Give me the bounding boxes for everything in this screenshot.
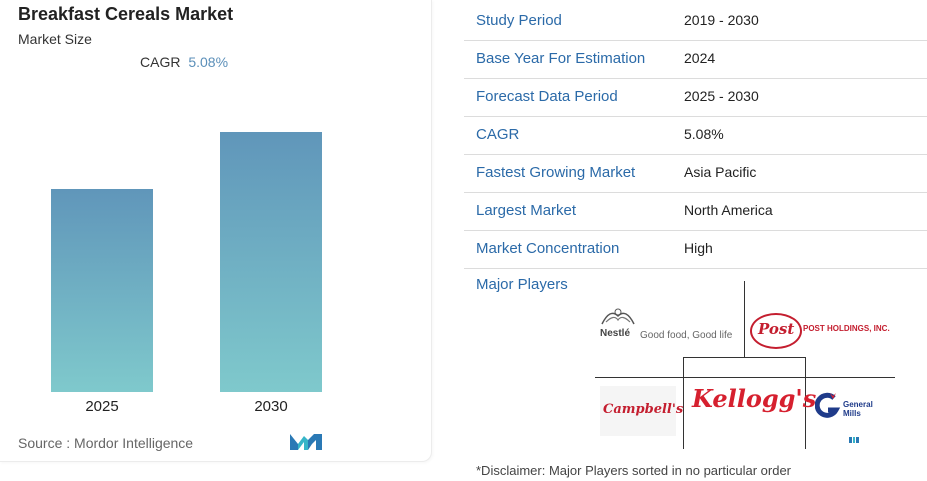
bar-2030 [220, 132, 322, 392]
table-row: Forecast Data Period 2025 - 2030 [464, 79, 927, 117]
bar-2025 [51, 189, 153, 392]
table-row: Largest Market North America [464, 193, 927, 231]
row-key: Study Period [476, 12, 562, 29]
mordor-intelligence-logo-icon [290, 434, 322, 450]
nestle-nest-icon [601, 308, 635, 325]
row-value: 5.08% [684, 126, 724, 142]
kelloggs-logo: Kellogg's [688, 380, 816, 420]
nestle-logo: Nestlé Good food, Good life [598, 304, 738, 344]
general-mills-logo: General Mills [815, 392, 895, 444]
chart-subtitle: Market Size [18, 31, 92, 47]
campbells-logo: Campbell's [600, 386, 683, 436]
row-key: Largest Market [476, 202, 577, 219]
divider [744, 281, 745, 357]
row-key: Market Concentration [476, 240, 620, 257]
kelloggs-script: Kellogg's [692, 384, 817, 413]
table-row: Base Year For Estimation 2024 [464, 41, 927, 79]
nestle-wordmark: Nestlé [600, 328, 631, 339]
cagr-label: CAGR 5.08% [140, 54, 228, 70]
post-script: Post [758, 320, 795, 338]
divider [683, 357, 684, 449]
cagr-value: 5.08% [188, 54, 229, 70]
table-row: CAGR 5.08% [464, 117, 927, 155]
disclaimer-text: *Disclaimer: Major Players sorted in no … [476, 463, 792, 478]
row-value: High [684, 240, 713, 256]
row-value: North America [684, 202, 773, 218]
row-value: 2019 - 2030 [684, 12, 759, 28]
divider [805, 357, 806, 449]
campbells-script: Campbell's [603, 402, 684, 417]
row-value: Asia Pacific [684, 164, 757, 180]
source-text: Source : Mordor Intelligence [18, 435, 194, 451]
market-summary-table: Study Period 2019 - 2030 Base Year For E… [464, 3, 927, 269]
major-players-heading: Major Players [476, 276, 568, 293]
nestle-tagline: Good food, Good life [640, 330, 733, 341]
row-key: CAGR [476, 126, 520, 143]
chart-title: Breakfast Cereals Market [18, 4, 234, 24]
row-value: 2024 [684, 50, 716, 66]
post-holdings-wordmark: POST HOLDINGS, INC. [803, 324, 890, 333]
general-mills-wordmark: General Mills [843, 400, 873, 418]
row-key: Forecast Data Period [476, 88, 618, 105]
divider [595, 377, 895, 378]
row-key: Base Year For Estimation [476, 50, 646, 67]
table-row: Fastest Growing Market Asia Pacific [464, 155, 927, 193]
row-value: 2025 - 2030 [684, 88, 759, 104]
divider [683, 357, 805, 358]
x-tick-label: 2030 [254, 398, 288, 415]
mini-logo-icon [849, 437, 859, 443]
row-key: Fastest Growing Market [476, 164, 636, 181]
cagr-label-text: CAGR [140, 54, 181, 70]
post-emblem-icon: Post [750, 313, 802, 349]
table-row: Market Concentration High [464, 231, 927, 269]
general-mills-g-icon [815, 392, 841, 418]
table-row: Study Period 2019 - 2030 [464, 3, 927, 41]
post-holdings-logo: Post POST HOLDINGS, INC. [750, 313, 895, 349]
market-size-card: Breakfast Cereals Market Market Size CAG… [0, 0, 432, 462]
x-tick-label: 2025 [85, 398, 119, 415]
